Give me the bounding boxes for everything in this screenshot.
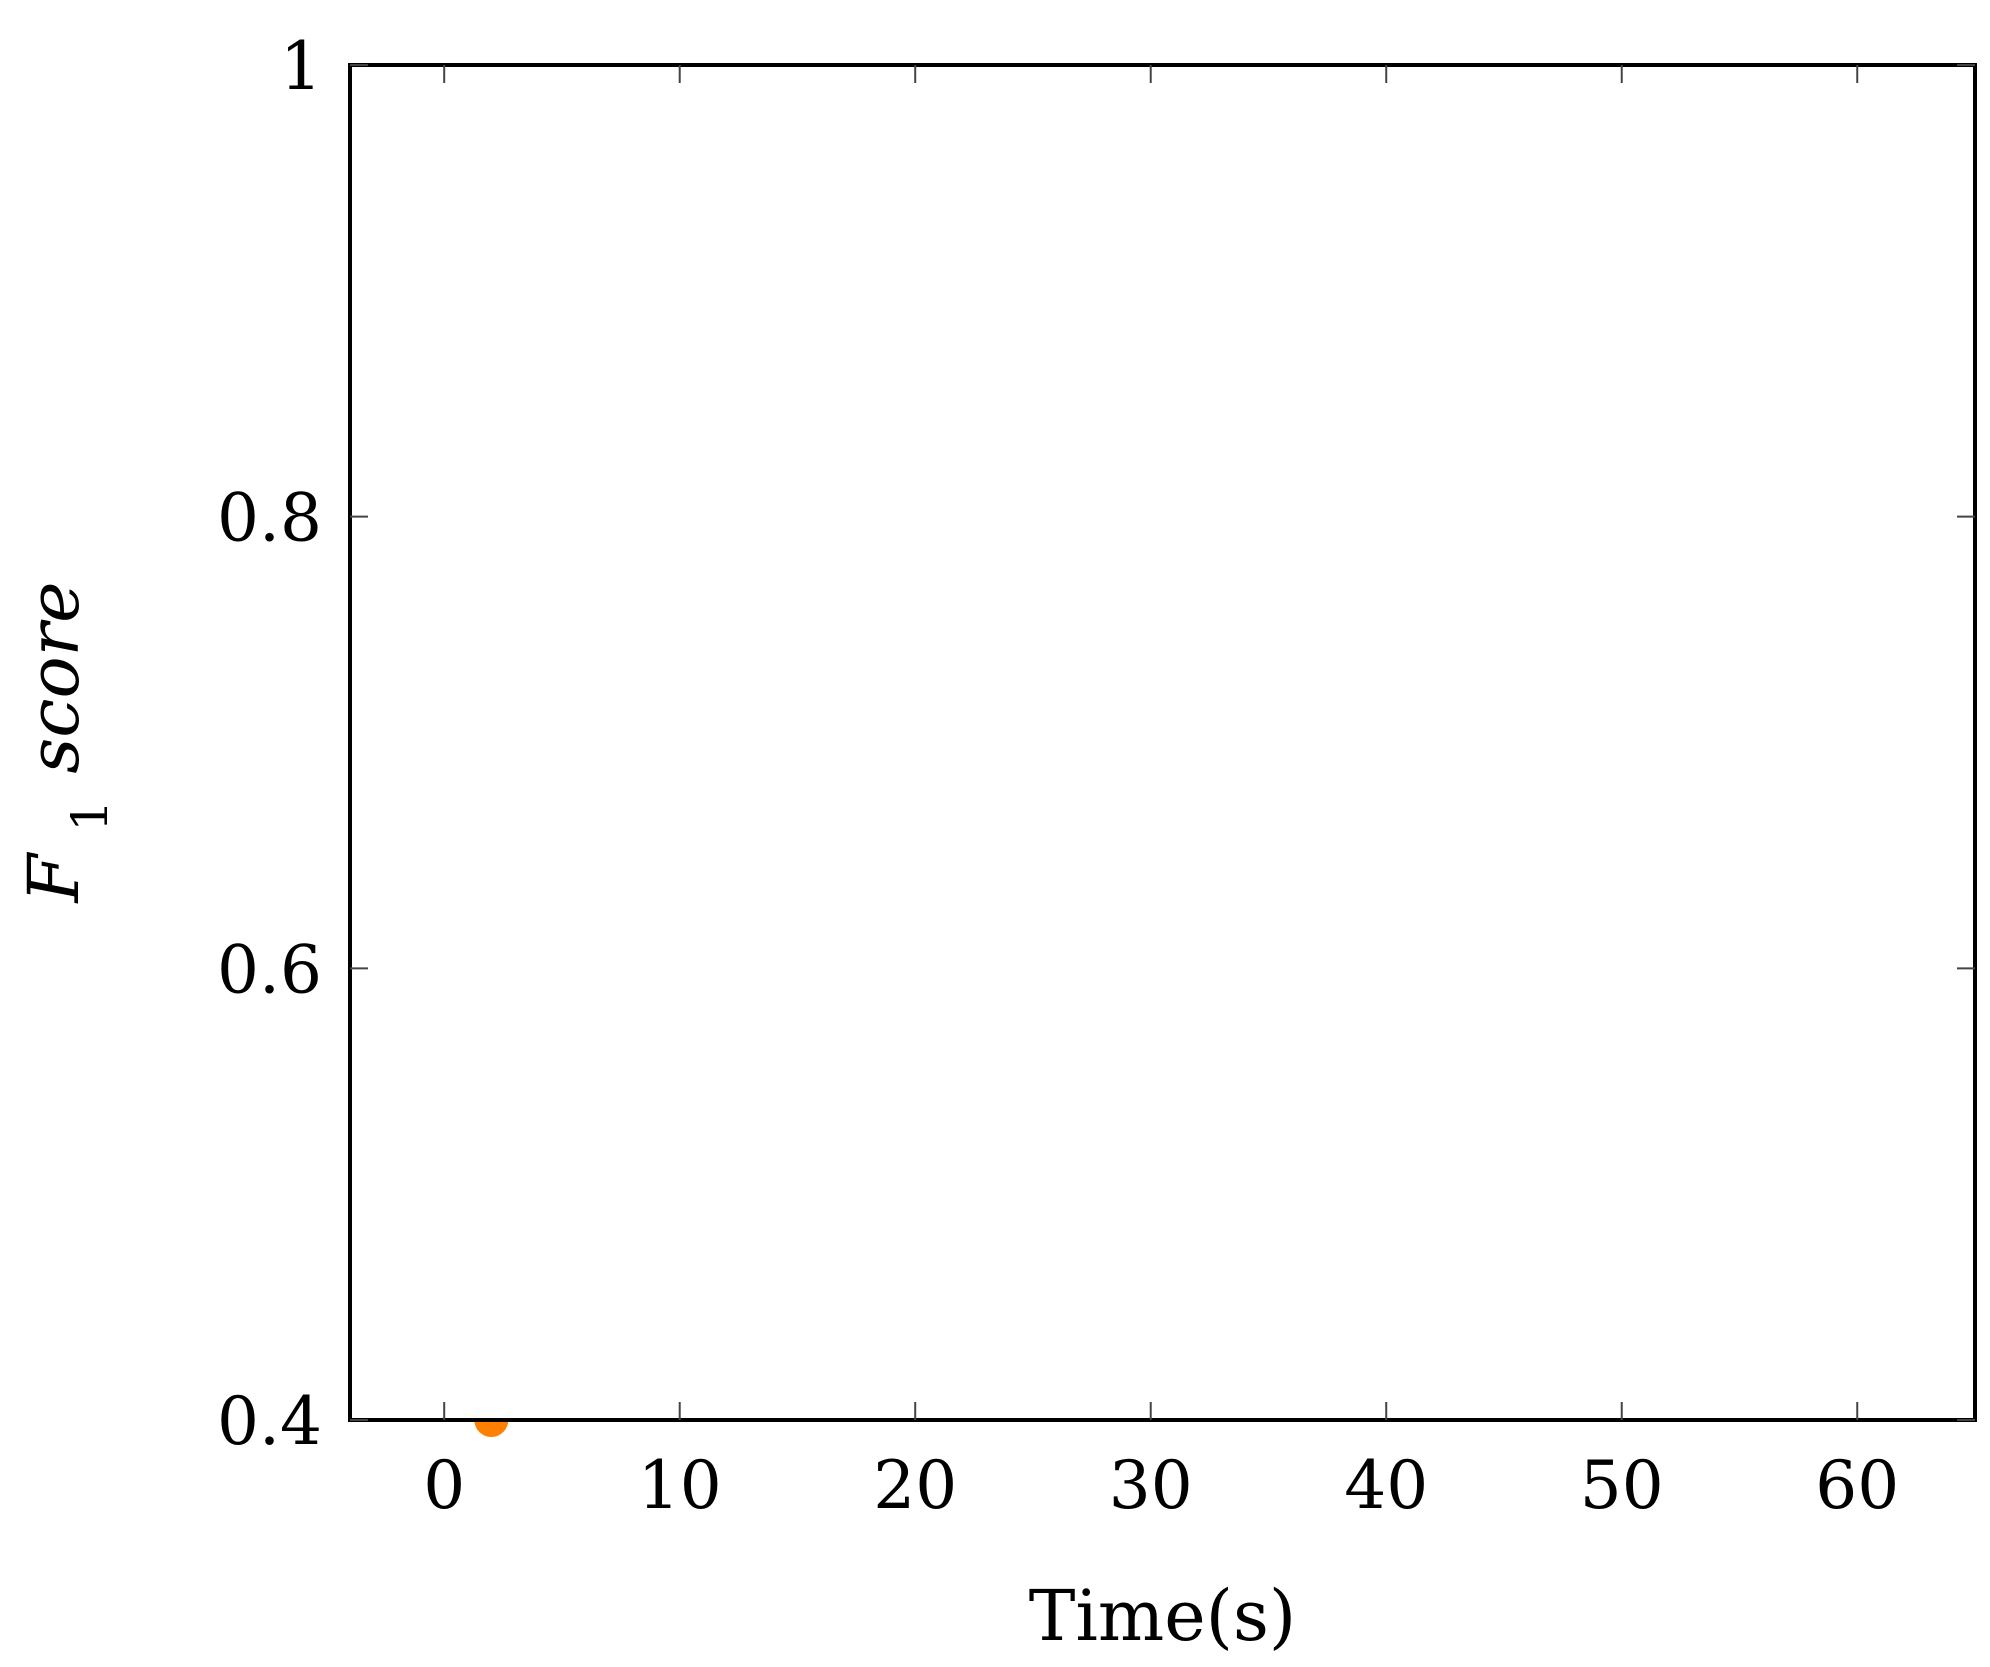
y-axis-label-subscript: 1	[61, 800, 119, 832]
y-tick-label: 1	[280, 28, 322, 105]
x-tick-label: 30	[1109, 1447, 1193, 1524]
x-tick-label: 20	[873, 1447, 957, 1524]
plot-frame	[348, 63, 1977, 1422]
x-tick-label: 50	[1580, 1447, 1664, 1524]
y-tick-label: 0.8	[217, 480, 322, 557]
axes: Time(s) F 1 score 0 10 20 30 40 50 60 0.4 0.6 0.8…	[13, 28, 1977, 1657]
x-axis-label: Time(s)	[1029, 1575, 1296, 1657]
x-tick-label: 10	[638, 1447, 722, 1524]
x-tick-label: 60	[1815, 1447, 1899, 1524]
x-tick-label: 0	[423, 1447, 465, 1524]
y-axis-label: F 1 score	[13, 581, 119, 904]
y-axis-label-base: F	[13, 852, 95, 905]
x-tick-label: 40	[1344, 1447, 1428, 1524]
y-tick-label: 0.4	[217, 1383, 322, 1460]
y-axis-label-rest: score	[13, 581, 95, 773]
y-tick-label: 0.6	[217, 931, 322, 1008]
